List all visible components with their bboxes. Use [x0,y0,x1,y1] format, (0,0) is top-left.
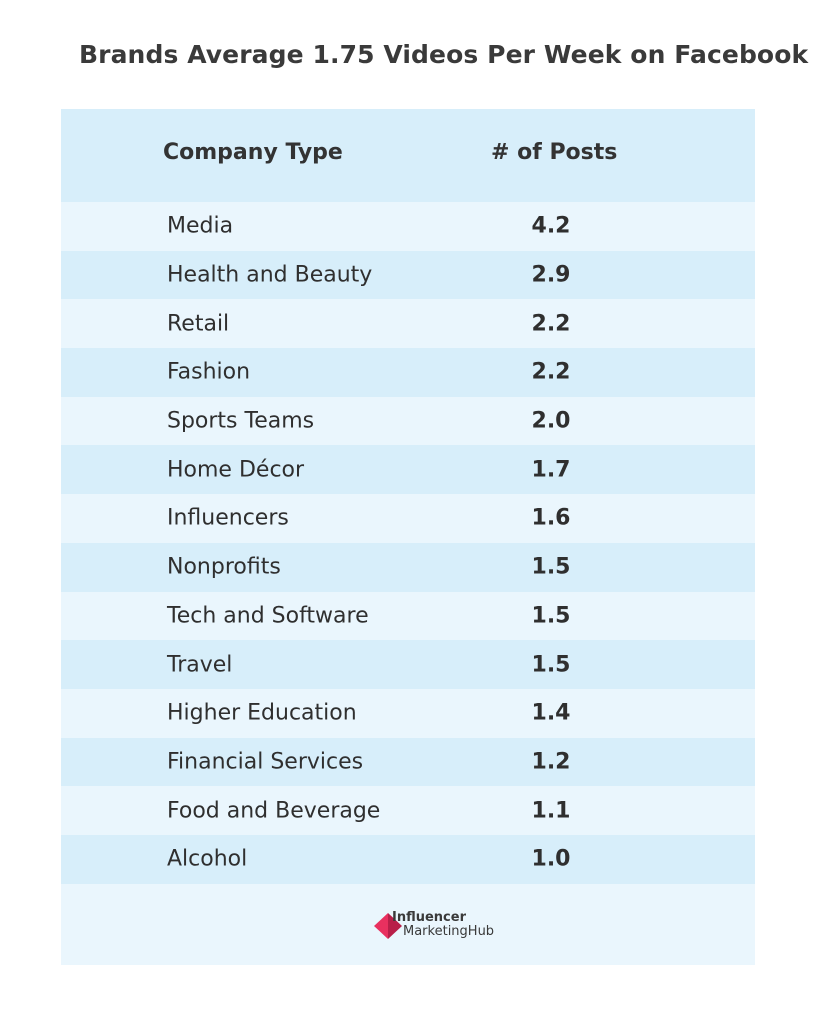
cell-posts-value: 1.7 [531,457,571,483]
table-row: Financial Services 1.2 [61,737,755,787]
cell-company-type: Alcohol [167,846,248,872]
header-company-type: Company Type [163,140,343,165]
cell-posts-value: 1.5 [531,554,571,580]
cell-posts-value: 1.5 [531,603,571,629]
table-row: Tech and Software 1.5 [61,592,755,641]
cell-posts-value: 1.6 [531,505,571,531]
table-row: Nonprofits 1.5 [61,542,755,592]
cell-company-type: Travel [167,652,233,678]
cell-company-type: Higher Education [167,700,357,726]
table-row: Home Décor 1.7 [61,445,755,495]
cell-posts-value: 1.5 [531,652,571,678]
cell-posts-value: 1.4 [531,700,571,726]
cell-company-type: Financial Services [167,749,364,775]
brand-logo: Influencer MarketingHub [373,908,533,942]
cell-company-type: Home Décor [167,457,305,483]
cell-posts-value: 2.0 [531,408,571,434]
cell-company-type: Media [167,213,234,239]
table-row: Higher Education 1.4 [61,689,755,738]
table-row: Retail 2.2 [61,299,755,348]
cell-posts-value: 2.2 [531,359,571,385]
cell-company-type: Influencers [167,505,289,531]
cell-company-type: Tech and Software [167,603,369,629]
logo-text-line2: MarketingHub [403,924,495,939]
data-table: Company Type # of Posts Media 4.2 Health a… [61,109,755,965]
table-row: Food and Beverage 1.1 [61,786,755,835]
chart-title: Brands Average 1.75 Videos Per Week on F… [79,40,809,69]
table-row: Alcohol 1.0 [61,834,755,884]
cell-company-type: Fashion [167,359,251,385]
cell-company-type: Retail [167,311,230,337]
cell-company-type: Food and Beverage [167,798,381,824]
header-posts: # of Posts [491,140,618,165]
table-row: Fashion 2.2 [61,348,755,397]
table-body: Media 4.2 Health and Beauty 2.9 Retail 2.2 Fas… [61,202,755,884]
table-row: Media 4.2 [61,202,755,251]
cell-posts-value: 2.2 [531,311,571,337]
cell-company-type: Nonprofits [167,554,281,580]
table-row: Travel 1.5 [61,640,755,689]
cell-posts-value: 1.2 [531,749,571,775]
cell-posts-value: 1.1 [531,798,571,824]
table-row: Health and Beauty 2.9 [61,250,755,300]
cell-posts-value: 4.2 [531,213,571,239]
influencer-marketing-hub-logo-icon [374,913,402,939]
table-header: Company Type # of Posts [61,109,755,202]
cell-company-type: Health and Beauty [167,262,373,288]
cell-company-type: Sports Teams [167,408,315,434]
logo-text-line1: Influencer [392,910,466,925]
cell-posts-value: 1.0 [531,846,571,872]
table-row: Influencers 1.6 [61,494,755,543]
cell-posts-value: 2.9 [531,262,571,288]
table-row: Sports Teams 2.0 [61,397,755,446]
